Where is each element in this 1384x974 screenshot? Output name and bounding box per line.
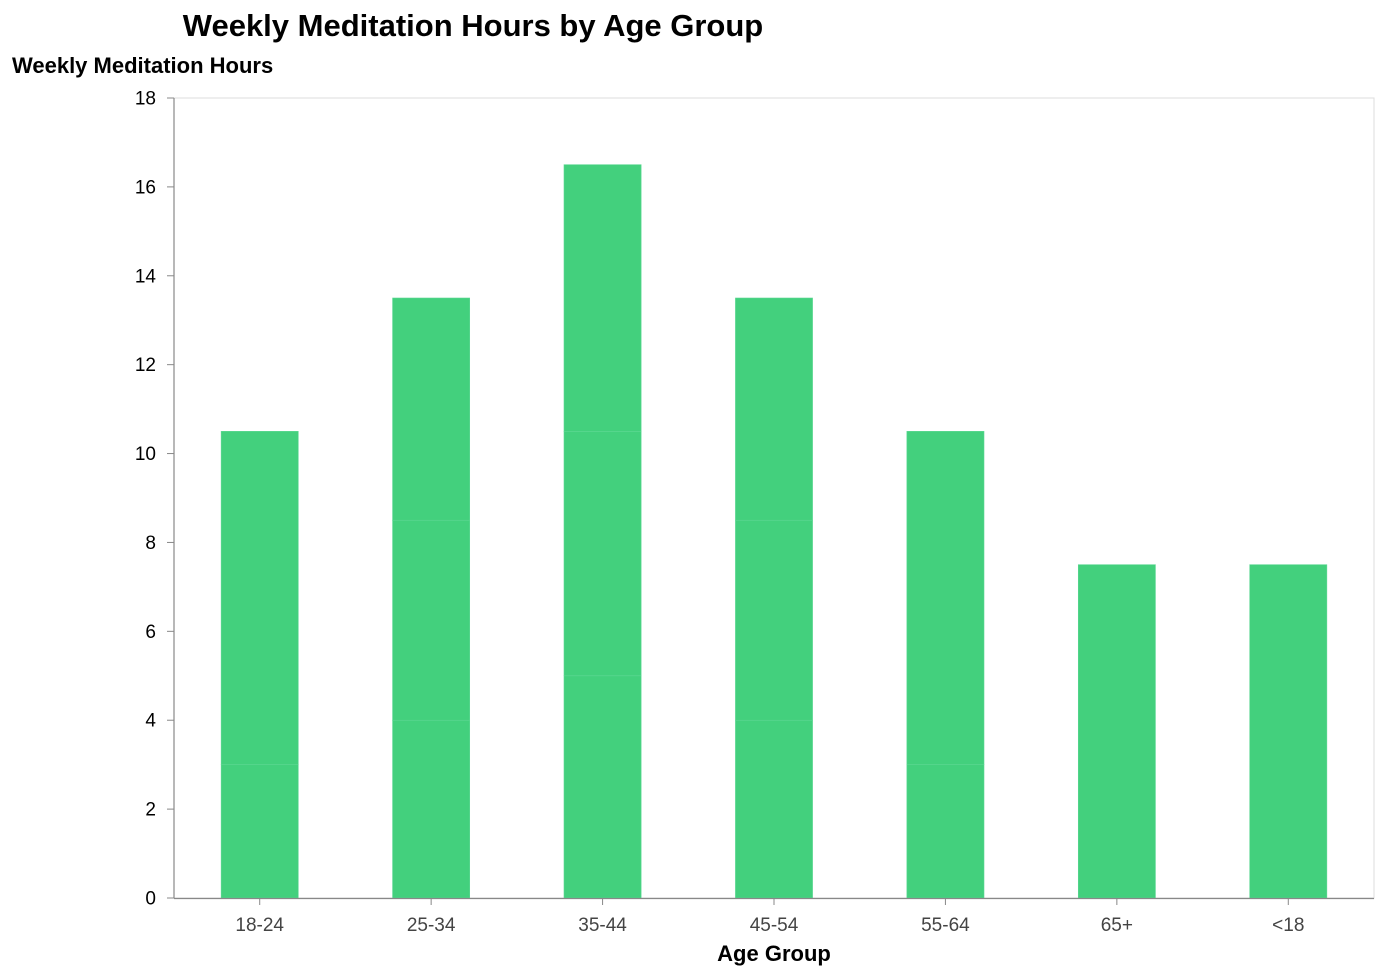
y-tick-label: 6 (145, 622, 156, 643)
bar-segment (392, 719, 471, 899)
bar-segment (735, 297, 813, 521)
y-tick-label: 10 (135, 444, 156, 465)
y-tick-label: 14 (135, 266, 157, 287)
x-tick-label: <18 (1272, 915, 1304, 936)
bar-segment (220, 764, 299, 899)
bar-segment (906, 431, 985, 765)
x-tick-label: 45-54 (750, 915, 799, 936)
bar-segment (392, 297, 471, 521)
bar-segment (220, 431, 299, 765)
y-tick-label: 0 (145, 889, 156, 910)
y-tick-label: 4 (145, 711, 156, 732)
x-axis-title: Age Group (717, 941, 831, 966)
x-axis-ticks: 18-24 25-34 35-44 45-54 55-64 65+ <18 (235, 898, 1304, 936)
bar-segment (563, 675, 642, 899)
y-tick-label: 12 (135, 355, 156, 376)
y-axis-title: Weekly Meditation Hours (12, 53, 273, 78)
bar-segment (735, 519, 813, 721)
chart-title: Weekly Meditation Hours by Age Group (183, 8, 763, 43)
y-tick-label: 8 (145, 533, 156, 554)
bar-segment (1077, 564, 1156, 899)
y-tick-label: 16 (135, 177, 156, 198)
bar-segment (1249, 564, 1328, 899)
x-tick-label: 25-34 (407, 915, 456, 936)
bar-segment (906, 764, 985, 899)
y-axis-ticks: 0 2 4 6 8 10 12 14 16 18 (135, 89, 174, 910)
x-tick-label: 18-24 (235, 915, 284, 936)
y-tick-label: 18 (135, 89, 156, 110)
x-tick-label: 35-44 (578, 915, 627, 936)
bars-group (220, 164, 1328, 899)
bar-segment (392, 519, 471, 721)
bar-segment (563, 431, 642, 677)
y-tick-label: 2 (145, 800, 156, 821)
bar-segment (563, 164, 642, 432)
x-tick-label: 55-64 (921, 915, 970, 936)
x-tick-label: 65+ (1101, 915, 1133, 936)
bar-segment (735, 719, 813, 899)
